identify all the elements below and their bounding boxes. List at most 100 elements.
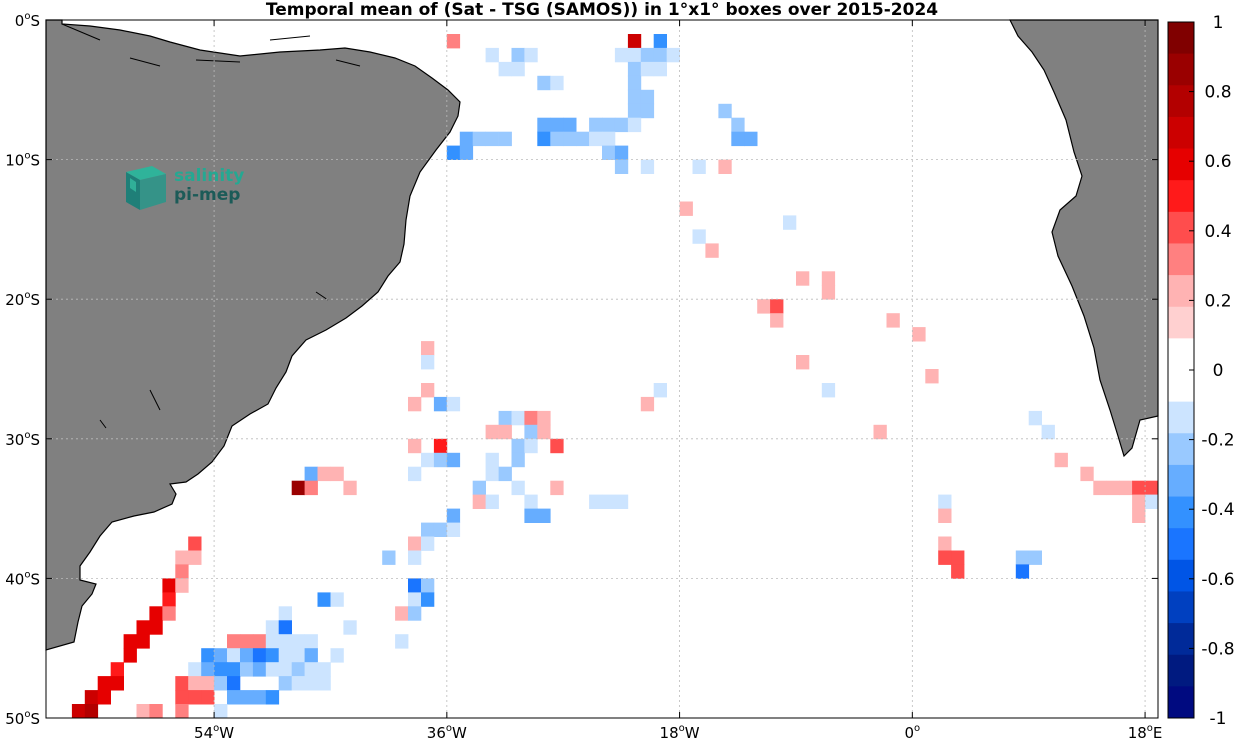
data-cell [653, 47, 667, 63]
data-cell [188, 550, 202, 565]
data-cell [589, 117, 603, 133]
data-cell [304, 648, 318, 663]
data-cell [589, 131, 603, 147]
data-cell [252, 662, 267, 677]
colorbar-tick-label: 0.2 [1204, 291, 1231, 311]
data-cell [433, 438, 448, 454]
data-cell [485, 424, 499, 440]
colorbar-tick-label: 0.4 [1204, 222, 1231, 242]
data-cell [162, 578, 176, 593]
data-cell [188, 676, 202, 691]
data-cell [278, 648, 292, 663]
data-cell [627, 34, 642, 49]
data-cell [1119, 480, 1133, 496]
data-cell [498, 424, 512, 440]
data-cell [136, 620, 150, 635]
data-cell [291, 480, 305, 496]
data-cell [744, 131, 758, 147]
data-cell [421, 452, 435, 468]
data-cell [524, 508, 538, 523]
data-cell [408, 606, 422, 621]
data-cell [136, 634, 150, 649]
data-cell [511, 410, 525, 426]
data-cell [692, 159, 706, 174]
data-cell [1041, 424, 1055, 440]
data-cell [278, 606, 292, 621]
data-cell [265, 690, 280, 705]
lat-tick-label: 40oS [5, 569, 40, 588]
data-cell [304, 480, 318, 496]
data-cell [278, 620, 292, 635]
data-cell [162, 592, 176, 607]
data-cell [783, 215, 797, 230]
data-cell [537, 75, 551, 91]
data-cell [201, 676, 215, 691]
data-cell [1015, 550, 1030, 565]
colorbar-segment [1168, 528, 1194, 561]
data-cell [84, 690, 99, 705]
data-cell [731, 131, 745, 147]
data-cell [433, 396, 448, 412]
data-cell [614, 494, 629, 509]
data-cell [227, 690, 241, 705]
data-cell [136, 704, 150, 719]
data-cell [433, 522, 448, 537]
colorbar-tick-label: 0 [1213, 361, 1224, 381]
colorbar-segment [1168, 148, 1194, 181]
data-cell [330, 466, 344, 482]
logo-text-salinity: salinity [174, 166, 245, 186]
data-cell [149, 620, 163, 635]
data-cell [175, 676, 189, 691]
data-cell [162, 606, 176, 621]
data-cell [524, 47, 538, 63]
data-cell [640, 89, 655, 105]
data-cell [227, 676, 241, 691]
data-cell [796, 355, 810, 370]
colorbar-tick-label: -0.6 [1201, 570, 1234, 590]
logo-cube-icon [126, 166, 166, 210]
colorbar-tick-label: 1 [1213, 13, 1224, 33]
data-cell [343, 480, 357, 496]
data-cell [188, 662, 202, 677]
colorbar-tick-label: 0.8 [1204, 83, 1231, 103]
data-cell [123, 648, 137, 663]
data-cell [97, 690, 111, 705]
data-cell [240, 662, 254, 677]
data-cell [627, 61, 642, 77]
data-cell [550, 131, 564, 147]
data-cell [770, 299, 784, 314]
data-cell [421, 592, 435, 607]
lat-tick-label: 50oS [5, 709, 40, 728]
data-cell [627, 89, 642, 105]
colorbar-segment [1168, 243, 1194, 276]
data-cell [240, 648, 254, 663]
data-cell [421, 355, 435, 370]
data-cell [317, 662, 331, 677]
data-cell [602, 131, 616, 147]
data-cell [265, 648, 280, 663]
data-cell [459, 145, 474, 160]
data-cell [757, 299, 771, 314]
coastline-detail [61, 23, 361, 429]
data-cell [511, 480, 525, 496]
data-cell [653, 61, 667, 77]
lon-tick-label: 18oW [660, 723, 700, 740]
data-cell [304, 634, 318, 649]
data-cell [718, 103, 732, 119]
colorbar-segment [1168, 370, 1194, 403]
data-cell [550, 480, 564, 496]
data-cell [653, 34, 667, 49]
data-cell [408, 592, 422, 607]
data-cell [446, 452, 461, 468]
data-cell [938, 550, 952, 565]
colorbar-segment [1168, 306, 1194, 339]
data-cell [718, 159, 732, 174]
colorbar-segment [1168, 53, 1194, 86]
data-cell [614, 117, 629, 133]
data-cell [511, 438, 525, 454]
data-cell [640, 159, 655, 174]
colorbar-segment [1168, 401, 1194, 434]
colorbar-segment [1168, 464, 1194, 498]
data-cell [408, 396, 422, 412]
data-cell [214, 676, 228, 691]
